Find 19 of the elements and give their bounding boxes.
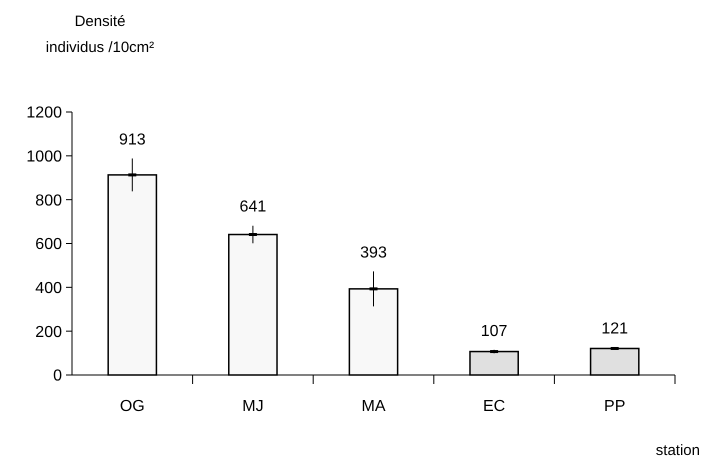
x-tick-label: MA	[362, 398, 386, 415]
data-label: 913	[118, 131, 146, 148]
x-tick-label: PP	[604, 398, 626, 415]
y-tick-label: 600	[35, 236, 62, 254]
y-axis-title: Densité individus /10cm²	[46, 13, 154, 56]
x-tick-label: EC	[482, 398, 506, 415]
x-axis-title: station	[656, 442, 700, 459]
y-tick-label: 200	[35, 324, 62, 341]
data-label: 641	[240, 198, 266, 216]
y-tick-label: 1200	[26, 104, 62, 122]
y-tick-label: 1000	[26, 148, 62, 166]
data-label: 121	[601, 320, 628, 338]
data-label: 107	[480, 322, 508, 340]
data-label: 393	[360, 244, 387, 262]
x-tick-label: OG	[120, 398, 145, 415]
y-tick-label: 800	[35, 192, 62, 210]
y-tick-label: 400	[35, 280, 62, 297]
y-tick-label: 0	[53, 368, 62, 385]
x-tick-label: MJ	[242, 398, 264, 415]
